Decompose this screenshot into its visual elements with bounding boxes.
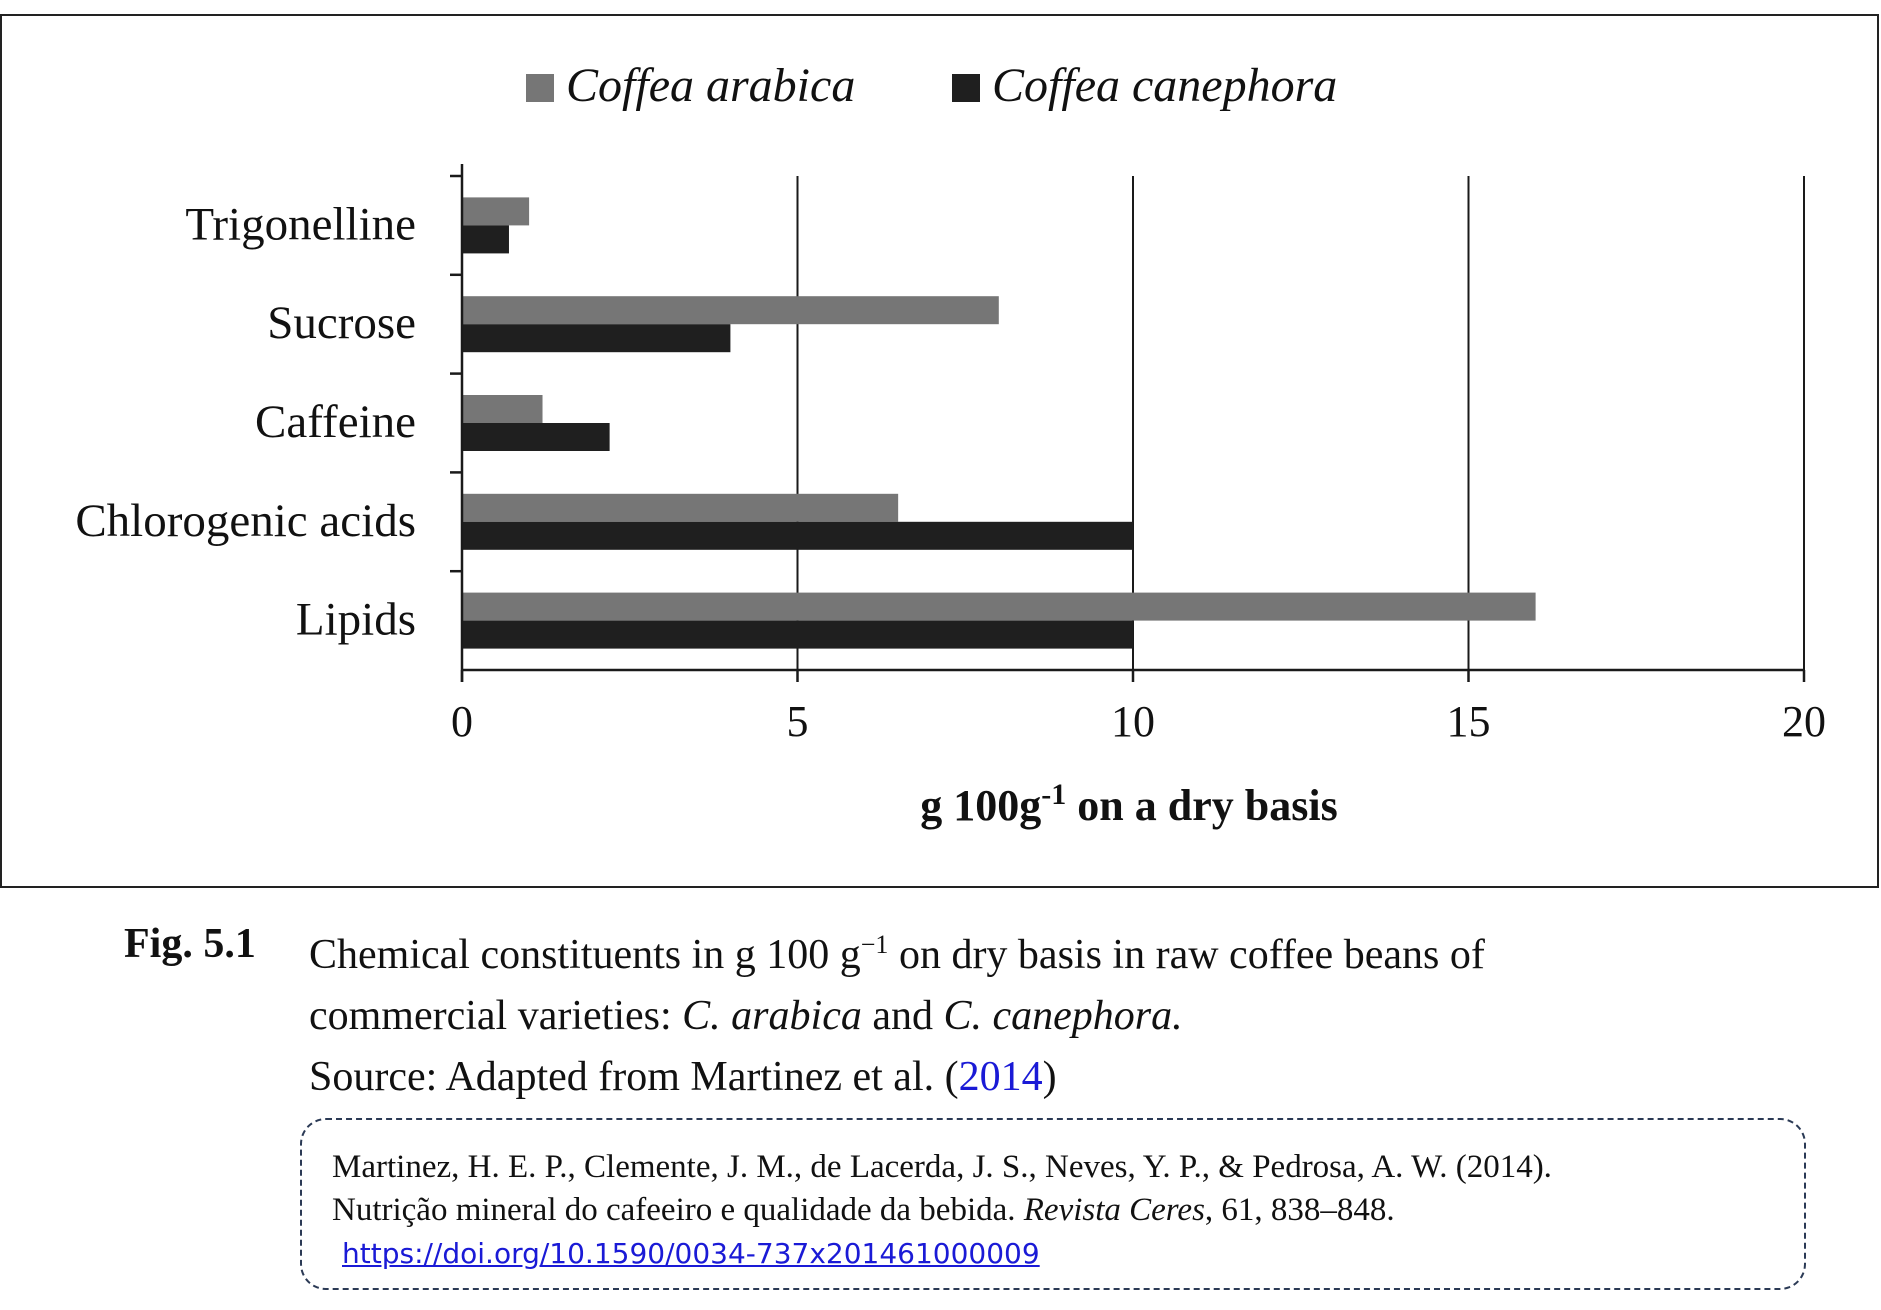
x-tick-label: 20 <box>1782 697 1826 746</box>
caption-line-1: Chemical constituents in g 100 g−1 on dr… <box>309 930 1485 978</box>
category-label: Trigonelline <box>185 198 416 250</box>
bar-trigonelline-arabica <box>462 197 530 226</box>
bar-lipids-arabica <box>462 592 1536 621</box>
caption-line-2: commercial varieties: C. arabica and C. … <box>309 993 1183 1039</box>
x-tick-label: 5 <box>787 697 809 746</box>
category-label: Caffeine <box>255 396 416 448</box>
caption-label: Fig. 5.1 <box>124 921 256 967</box>
legend-swatch <box>952 74 980 102</box>
reference-line-1: Martinez, H. E. P., Clemente, J. M., de … <box>332 1149 1552 1185</box>
bar-lipids-canephora <box>462 620 1133 649</box>
bar-chart: Trigonelline Sucrose Caffeine Chlorogenic a… <box>75 59 1826 830</box>
caption-source: Source: Adapted from Martinez et al. (20… <box>309 1054 1057 1100</box>
legend-swatch <box>526 74 554 102</box>
reference-line-2: Nutrição mineral do cafeeiro e qualidade… <box>332 1192 1395 1228</box>
legend-label: Coffea arabica <box>566 59 855 112</box>
x-axis-title: g 100g-1 on a dry basis <box>920 778 1337 830</box>
category-label: Sucrose <box>267 297 416 349</box>
reference-box: Martinez, H. E. P., Clemente, J. M., de … <box>300 1118 1806 1290</box>
x-tick-label: 10 <box>1111 697 1155 746</box>
bar-sucrose-canephora <box>462 324 731 353</box>
bar-caffeine-arabica <box>462 395 543 423</box>
category-label: Chlorogenic acids <box>75 495 416 547</box>
figure-caption: Fig. 5.1 Chemical constituents in g 100 … <box>124 914 1724 1108</box>
x-tick-label: 15 <box>1447 697 1491 746</box>
bar-chlorogenic-acids-arabica <box>462 493 899 522</box>
doi-link[interactable]: https://doi.org/10.1590/0034-737x2014610… <box>342 1237 1040 1270</box>
category-label: Lipids <box>296 594 416 646</box>
bar-trigonelline-canephora <box>462 225 509 254</box>
x-tick-label: 0 <box>451 697 473 746</box>
chart-frame: Trigonelline Sucrose Caffeine Chlorogenic a… <box>0 14 1879 888</box>
bar-chlorogenic-acids-canephora <box>462 521 1133 550</box>
bar-caffeine-canephora <box>462 423 610 451</box>
bar-sucrose-arabica <box>462 296 999 325</box>
legend-label: Coffea canephora <box>992 59 1337 112</box>
citation-year-link[interactable]: 2014 <box>958 1054 1043 1100</box>
